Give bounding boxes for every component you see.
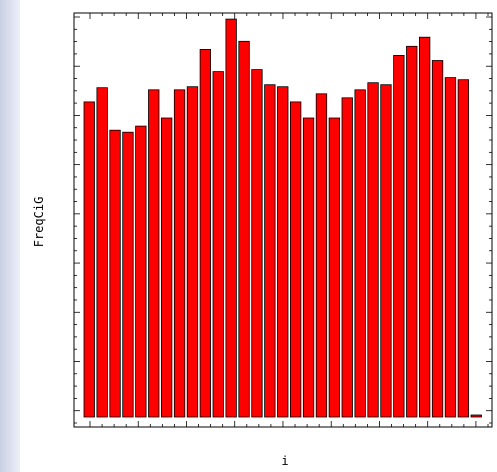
bar	[225, 18, 237, 418]
bar	[393, 55, 405, 418]
bar	[96, 87, 108, 418]
bar	[328, 117, 341, 418]
bar	[186, 86, 199, 418]
bar	[367, 82, 379, 418]
bar	[251, 69, 263, 418]
bars-layer	[83, 18, 482, 418]
y-axis-label: FreqCiG	[32, 197, 46, 248]
bar	[83, 101, 95, 418]
bar	[199, 49, 212, 418]
bar	[341, 97, 353, 418]
bar	[444, 77, 457, 418]
bar	[470, 414, 482, 418]
bar	[160, 117, 173, 418]
bar	[148, 89, 160, 418]
window-edge-strip	[0, 0, 20, 472]
bar	[315, 93, 328, 418]
bar	[431, 60, 444, 418]
axes-layer	[73, 12, 493, 428]
bar	[109, 129, 121, 418]
bar	[457, 79, 470, 418]
bar	[380, 84, 392, 418]
bar	[122, 131, 134, 418]
bar	[173, 89, 186, 418]
bar	[277, 86, 289, 418]
bar	[418, 36, 431, 418]
bar	[354, 89, 366, 418]
bar	[264, 84, 276, 418]
bar	[238, 40, 250, 418]
bar	[212, 71, 224, 418]
bar	[289, 101, 302, 418]
bar	[302, 117, 315, 418]
bar	[135, 125, 147, 418]
bar	[406, 45, 418, 418]
x-axis-label: i	[281, 454, 288, 468]
